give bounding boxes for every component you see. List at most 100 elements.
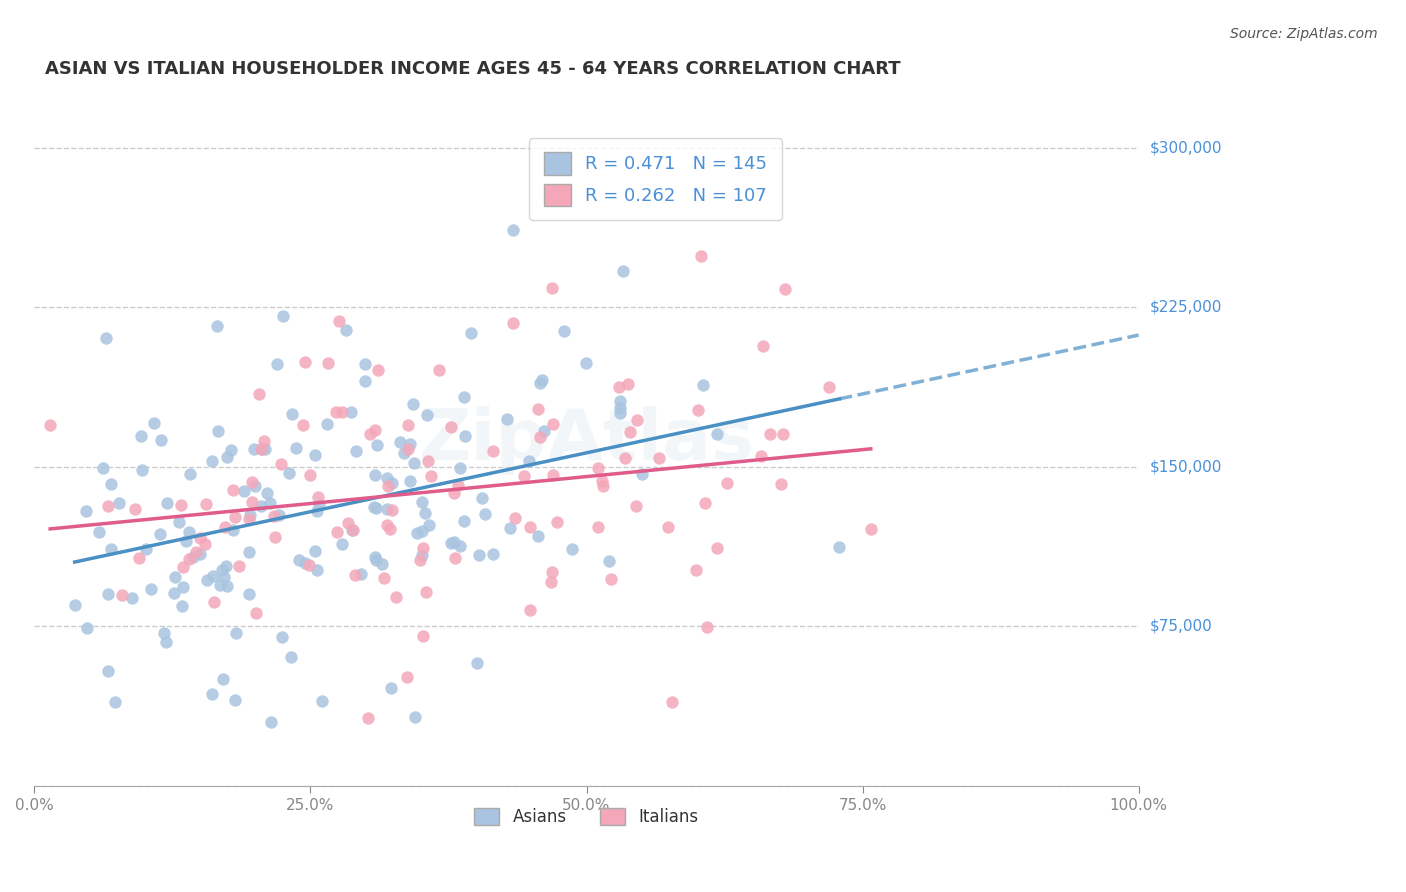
Point [163,570,186,584]
Point [209,578,232,592]
Point [454,429,477,443]
Text: Source: ZipAtlas.com: Source: ZipAtlas.com [1230,27,1378,41]
Point [336,516,359,530]
Point [243,442,266,457]
Text: $225,000: $225,000 [1150,300,1222,315]
Point [197,573,219,587]
Point [307,490,329,504]
Point [396,442,419,456]
Point [613,451,636,466]
Point [482,547,505,561]
Point [657,519,679,533]
Point [291,417,314,432]
Point [527,528,550,542]
Point [499,521,522,535]
Point [131,429,153,443]
Point [449,540,471,554]
Point [305,504,328,518]
Point [364,423,387,437]
Point [142,416,165,430]
Point [381,475,404,490]
Point [399,475,422,489]
Point [340,404,363,418]
Point [600,573,623,587]
Point [304,543,326,558]
Point [256,486,278,500]
Text: $75,000: $75,000 [1150,619,1212,633]
Point [328,314,350,328]
Point [502,316,524,330]
Point [202,595,225,609]
Point [373,571,395,585]
Point [169,516,191,530]
Point [174,534,197,549]
Point [440,535,463,549]
Point [363,500,385,515]
Point [609,393,631,408]
Point [332,405,354,419]
Point [418,518,440,533]
Point [267,508,290,523]
Point [546,515,568,529]
Point [212,672,235,686]
Point [177,552,200,566]
Point [250,442,273,456]
Point [104,695,127,709]
Point [357,711,380,725]
Point [240,475,263,489]
Point [377,479,399,493]
Point [460,326,482,340]
Point [253,434,276,449]
Point [517,453,540,467]
Point [502,223,524,237]
Point [529,376,551,390]
Point [172,599,194,613]
Point [233,483,256,498]
Point [411,548,433,562]
Point [416,408,439,422]
Point [685,563,707,577]
Point [444,551,467,566]
Point [343,567,366,582]
Point [205,319,228,334]
Point [97,664,120,678]
Point [179,524,201,539]
Point [128,551,150,566]
Point [519,603,541,617]
Point [238,545,260,559]
Point [396,670,419,684]
Point [706,427,728,442]
Point [270,458,292,472]
Point [271,309,294,323]
Point [686,403,709,417]
Point [609,406,631,420]
Point [243,479,266,493]
Point [287,552,309,566]
Point [342,523,364,537]
Point [541,566,564,580]
Point [359,427,381,442]
Text: ZipAtlas: ZipAtlas [419,406,755,475]
Point [298,558,321,573]
Point [758,426,780,441]
Point [375,502,398,516]
Point [87,525,110,540]
Point [222,483,245,497]
Point [131,463,153,477]
Point [311,694,333,708]
Point [242,494,264,508]
Point [139,582,162,596]
Point [170,498,193,512]
Point [75,503,97,517]
Point [543,417,565,432]
Point [212,569,235,583]
Point [194,537,217,551]
Point [364,550,387,565]
Point [149,527,172,541]
Point [530,373,553,387]
Point [270,630,292,644]
Point [443,485,465,500]
Point [308,498,330,512]
Point [526,401,548,416]
Point [418,453,440,467]
